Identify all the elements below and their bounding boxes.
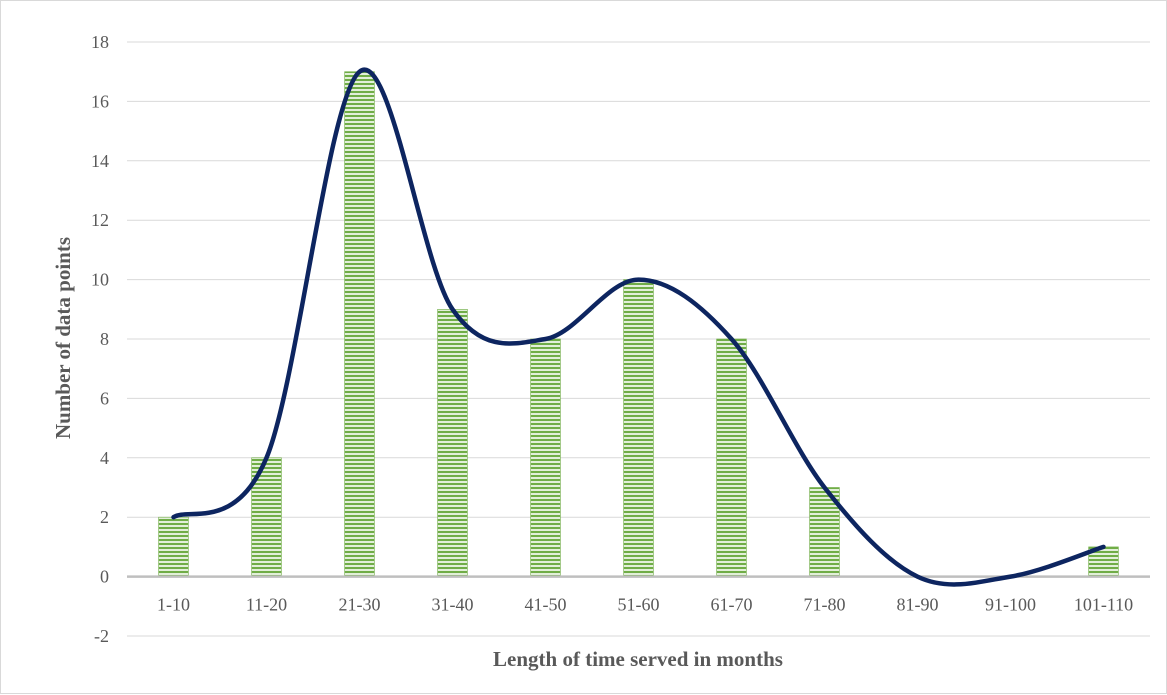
y-tick-label: 14 [91, 151, 109, 171]
y-tick-label: 12 [91, 210, 109, 230]
y-tick-label: 16 [91, 91, 109, 111]
trend-line [171, 67, 1106, 587]
x-tick-labels: 1-10 11-20 21-30 31-40 41-50 51-60 61-70 71-80 8… [157, 595, 1133, 615]
x-tick-label: 41-50 [525, 595, 567, 615]
x-axis-title: Length of time served in months [493, 647, 783, 671]
y-axis-title: Number of data points [51, 237, 75, 439]
y-tick-label: 8 [100, 329, 109, 349]
bar [623, 279, 654, 577]
x-tick-label: 11-20 [246, 595, 287, 615]
x-tick-label: 61-70 [711, 595, 753, 615]
bar [530, 338, 561, 577]
x-tick-label: 91-100 [985, 595, 1036, 615]
trend-line-group [171, 67, 1106, 587]
bars [158, 71, 1119, 577]
y-tick-label: 10 [91, 270, 109, 290]
x-tick-label: 31-40 [432, 595, 474, 615]
bar [716, 338, 747, 577]
bar [344, 71, 375, 577]
x-tick-label: 81-90 [897, 595, 939, 615]
bar [437, 308, 468, 577]
x-tick-label: 51-60 [618, 595, 660, 615]
x-tick-label: 21-30 [339, 595, 381, 615]
y-tick-label: -2 [94, 626, 109, 646]
x-tick-label: 71-80 [804, 595, 846, 615]
y-tick-label: 2 [100, 507, 109, 527]
y-tick-label: 4 [100, 448, 109, 468]
y-tick-label: 6 [100, 388, 109, 408]
bar [158, 516, 189, 577]
y-tick-labels: -2 0 2 4 6 8 10 12 14 16 18 [91, 32, 109, 646]
x-tick-label: 101-110 [1074, 595, 1133, 615]
y-tick-label: 18 [91, 32, 109, 52]
x-tick-label: 1-10 [157, 595, 190, 615]
y-tick-label: 0 [100, 567, 109, 587]
